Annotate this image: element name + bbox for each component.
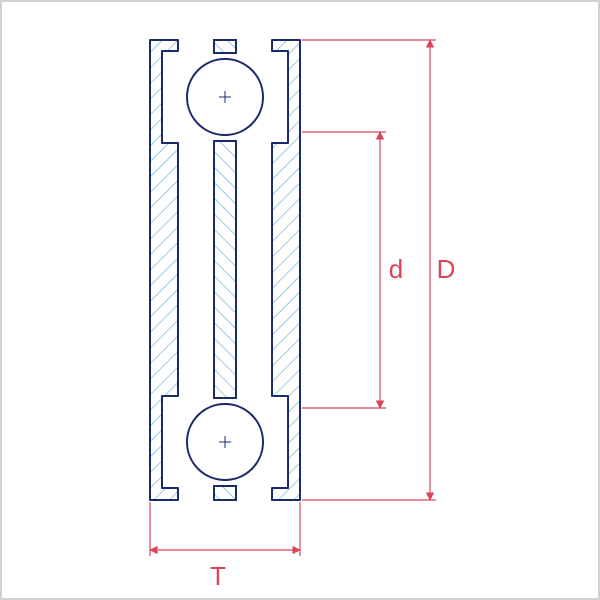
dimension-label-D: D	[437, 254, 456, 284]
dimension-label-d: d	[389, 254, 403, 284]
dimension-label-T: T	[210, 561, 226, 591]
bearing-cross-section	[150, 40, 300, 500]
thrust-bearing-diagram: T d D	[0, 0, 600, 600]
